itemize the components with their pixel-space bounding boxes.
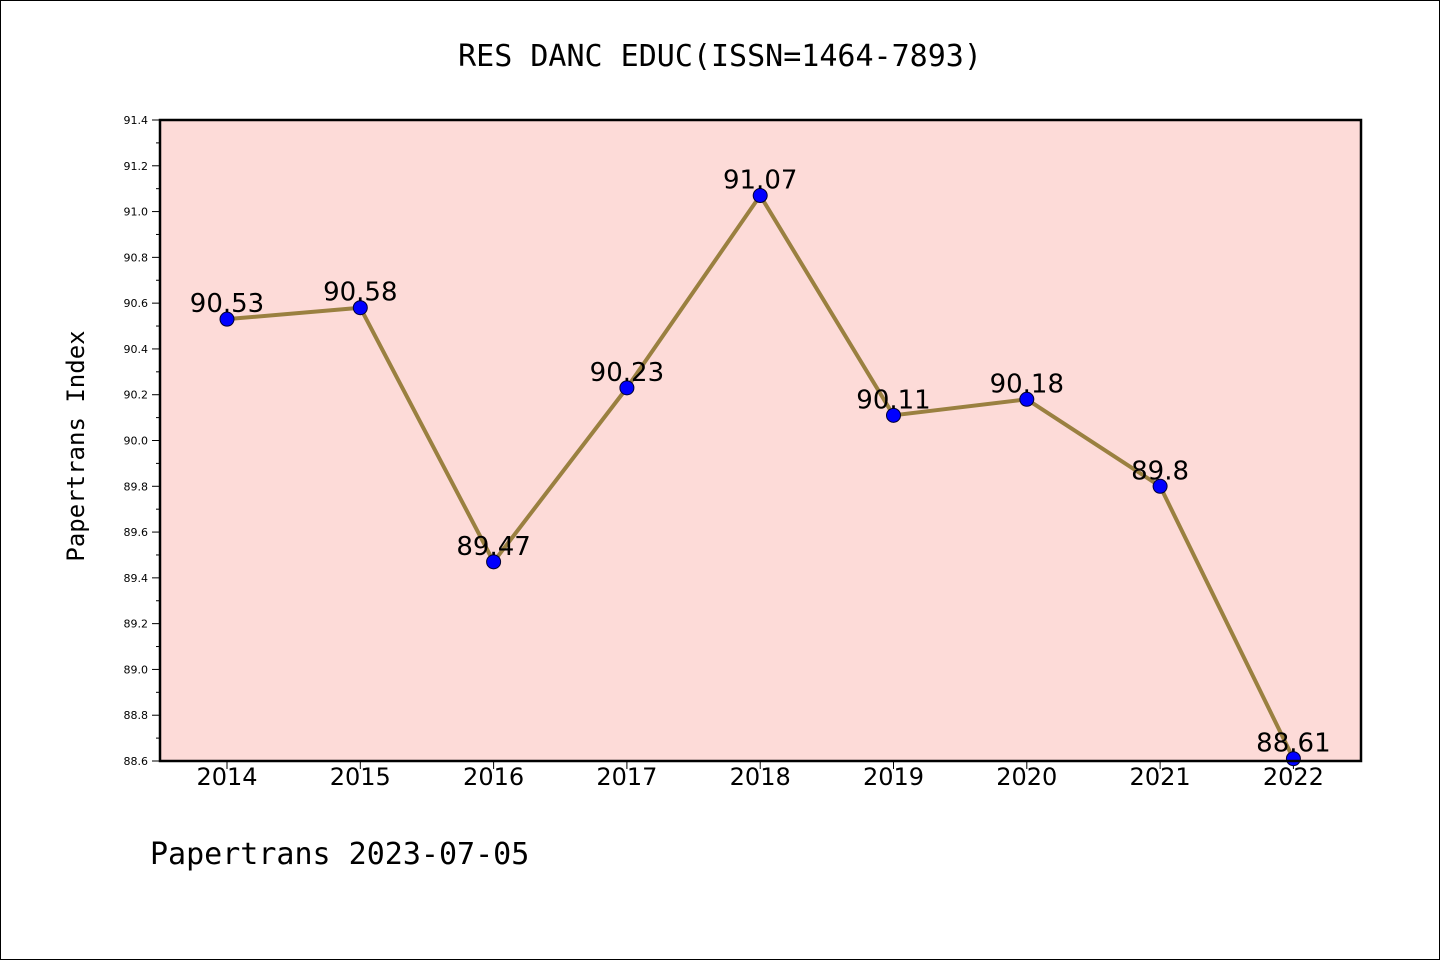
x-tick-label: 2014 (196, 763, 257, 791)
x-tick-label: 2016 (463, 763, 524, 791)
y-tick-label: 88.6 (124, 755, 149, 768)
x-tick-label: 2022 (1263, 763, 1324, 791)
y-tick-label: 90.6 (124, 297, 149, 310)
data-label: 90.58 (323, 278, 397, 308)
series-markers (219, 188, 1301, 767)
x-axis-ticks: 2014 2015 2016 2017 2018 2019 2020 2021 2022 (196, 761, 1324, 791)
x-tick-label: 2018 (730, 763, 791, 791)
y-tick-label: 89.4 (124, 572, 149, 585)
data-label: 90.23 (590, 358, 664, 388)
data-label: 88.61 (1256, 729, 1330, 759)
y-tick-label: 90.8 (124, 251, 149, 264)
plot-area (160, 120, 1361, 761)
y-tick-label: 89.6 (124, 526, 149, 539)
x-tick-label: 2020 (996, 763, 1057, 791)
data-point (619, 380, 635, 396)
y-tick-label: 89.2 (124, 618, 149, 631)
data-label: 90.18 (990, 369, 1064, 399)
plot-border (158, 118, 1363, 763)
y-axis-label: Papertrans Index (62, 330, 90, 561)
y-tick-label: 90.4 (124, 343, 149, 356)
y-tick-label: 91.2 (124, 160, 149, 173)
x-tick-label: 2021 (1130, 763, 1191, 791)
chart-title: RES DANC EDUC(ISSN=1464-7893) (458, 39, 982, 74)
data-label: 91.07 (723, 166, 797, 196)
y-tick-label: 91.0 (124, 206, 149, 219)
data-point (1152, 478, 1168, 494)
data-label: 89.47 (456, 532, 530, 562)
data-labels: 90.53 90.58 89.47 90.23 91.07 90.11 90.18 89.8 8… (190, 166, 1331, 759)
data-point (352, 300, 368, 316)
y-tick-label: 89.8 (124, 480, 149, 493)
data-label: 90.11 (856, 385, 930, 415)
data-point (1019, 391, 1035, 407)
y-tick-label: 88.8 (124, 709, 149, 722)
x-tick-label: 2019 (863, 763, 924, 791)
x-tick-label: 2017 (596, 763, 657, 791)
y-axis-ticks: 88.6 88.8 89.0 89.2 89.4 89.6 89.8 90.0 90.2 90.4… (124, 114, 160, 768)
data-label: 89.8 (1131, 456, 1189, 486)
y-tick-label: 89.0 (124, 663, 149, 676)
footer-text: Papertrans 2023-07-05 (150, 837, 529, 872)
data-point (752, 188, 768, 204)
y-tick-label: 90.2 (124, 389, 149, 402)
data-point (486, 554, 502, 570)
x-tick-label: 2015 (330, 763, 391, 791)
data-label: 90.53 (190, 289, 264, 319)
y-tick-label: 90.0 (124, 435, 149, 448)
data-point (219, 311, 235, 327)
y-tick-label: 91.4 (124, 114, 149, 127)
data-point (886, 407, 901, 423)
